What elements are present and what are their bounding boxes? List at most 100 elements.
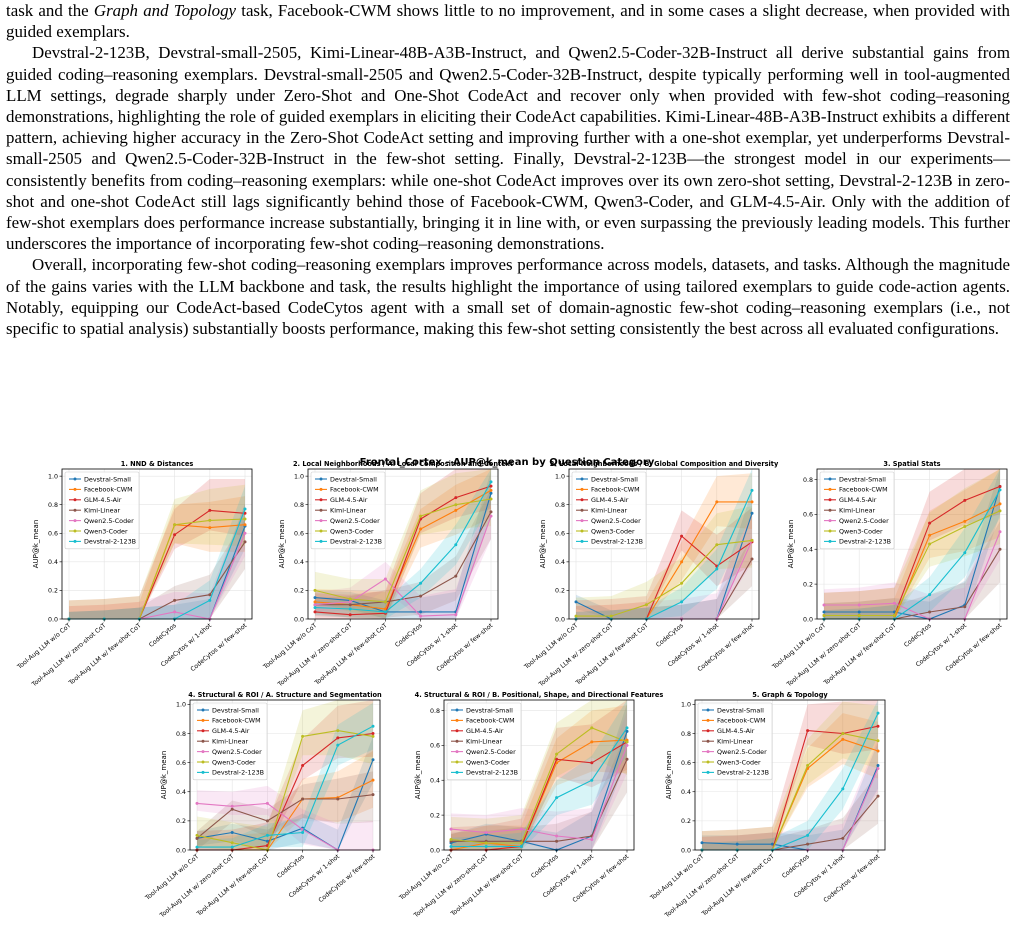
legend-swatch-marker — [455, 708, 459, 712]
data-point — [313, 596, 317, 600]
y-tick-label: 1.0 — [555, 473, 565, 480]
legend-label: Qwen2.5-Coder — [84, 517, 134, 525]
legend-swatch-marker — [201, 739, 205, 743]
legend-label: Facebook-CWM — [591, 486, 640, 494]
confidence-band — [315, 469, 491, 618]
data-point — [750, 511, 754, 515]
data-point — [822, 614, 826, 618]
legend-label: GLM-4.5-Air — [591, 496, 629, 504]
data-point — [735, 842, 739, 846]
data-point — [265, 839, 269, 843]
data-point — [489, 488, 493, 492]
y-tick-label: 0.6 — [176, 760, 186, 767]
data-point — [243, 511, 247, 515]
data-point — [998, 530, 1002, 534]
data-point — [313, 606, 317, 610]
panel-title: 2. Local Neighborhoods / A. Local Compos… — [293, 460, 513, 468]
legend-swatch-marker — [455, 770, 459, 774]
y-tick-label: 0.8 — [681, 731, 691, 738]
data-point — [195, 845, 199, 849]
confidence-band — [451, 700, 627, 850]
y-tick-label: 0.4 — [176, 789, 186, 796]
legend-label: Devstral-Small — [591, 475, 638, 483]
legend-label: Devstral-Small — [84, 475, 131, 483]
data-point — [963, 605, 967, 609]
x-tick-label: Tool-Aug LLM w/ zero-shot CoT — [785, 622, 863, 689]
x-tick-label: CodeCytos w/ few-shot — [571, 853, 630, 904]
data-point — [750, 557, 754, 561]
series-line — [196, 730, 374, 851]
y-tick-label: 1.0 — [176, 702, 186, 709]
data-point — [928, 610, 932, 614]
legend-label: Qwen2.5-Coder — [330, 517, 380, 525]
y-tick-label: 0.2 — [48, 588, 58, 595]
legend-label: Qwen2.5-Coder — [591, 517, 641, 525]
chart-panel-graph-topology: 5. Graph & Topology 0.0 0.2 0.4 0.6 0.8 1.0 AUP… — [649, 691, 886, 920]
confidence-band — [702, 772, 878, 850]
legend-swatch-marker — [580, 539, 584, 543]
legend-swatch-marker — [455, 729, 459, 733]
data-point — [419, 610, 423, 614]
data-point — [419, 581, 423, 585]
panel-title: 1. NND & Distances — [121, 460, 194, 468]
data-point — [770, 842, 774, 846]
legend-label: Devstral-2-123B — [212, 769, 264, 777]
confidence-band — [702, 713, 878, 850]
data-point — [419, 614, 423, 618]
confidence-band — [451, 703, 627, 850]
data-point — [806, 842, 810, 846]
data-point — [336, 736, 340, 740]
y-tick-label: 0.6 — [803, 512, 813, 519]
legend-swatch-marker — [319, 487, 323, 491]
legend-label: Devstral-2-123B — [839, 538, 891, 546]
data-point — [750, 488, 754, 492]
confidence-band — [197, 700, 373, 850]
panel-title: 4. Structural & ROI / A. Structure and S… — [188, 691, 382, 699]
y-tick-label: 0.6 — [681, 760, 691, 767]
data-point — [806, 833, 810, 837]
legend-label: Facebook-CWM — [717, 717, 766, 725]
series-line — [450, 739, 628, 851]
chart-panel-nnd-distances: 1. NND & Distances 0.0 0.2 0.4 0.6 0.8 1.0 AUP@… — [16, 460, 253, 689]
x-tick-label: Tool-Aug LLM w/ zero-shot CoT — [276, 622, 354, 689]
data-point — [454, 543, 458, 547]
legend-swatch-marker — [580, 487, 584, 491]
data-point — [230, 831, 234, 835]
plot-frame — [816, 468, 1008, 620]
data-point — [625, 757, 629, 761]
data-point — [301, 797, 305, 801]
y-tick-label: 1.0 — [294, 473, 304, 480]
legend-swatch-marker — [706, 760, 710, 764]
data-point — [230, 807, 234, 811]
data-point — [680, 534, 684, 538]
confidence-band — [576, 506, 752, 619]
data-point — [208, 518, 212, 522]
y-tick-label: 0.2 — [294, 588, 304, 595]
x-tick-label: CodeCytos — [276, 853, 306, 880]
data-point — [892, 614, 896, 618]
x-tick-label: Tool-Aug LLM w/ zero-shot CoT — [663, 853, 741, 920]
legend-swatch-marker — [580, 477, 584, 481]
data-point — [383, 577, 387, 581]
data-point — [243, 531, 247, 535]
italic-text: Graph and Topology — [93, 1, 237, 20]
paragraph: Overall, incorporating few-shot coding–r… — [6, 254, 1010, 339]
y-axis-label: AUP@k_mean — [414, 751, 422, 800]
confidence-band — [69, 504, 245, 619]
legend-swatch-marker — [201, 718, 205, 722]
data-point — [857, 610, 861, 614]
x-tick-label: Tool-Aug LLM w/ few-shot CoT — [700, 853, 776, 918]
legend-swatch-marker — [73, 498, 77, 502]
data-point — [301, 734, 305, 738]
data-point — [371, 758, 375, 762]
data-point — [208, 598, 212, 602]
confidence-band — [451, 731, 627, 850]
legend-swatch-marker — [73, 519, 77, 523]
data-point — [857, 614, 861, 618]
series-line — [197, 725, 374, 848]
data-point — [301, 831, 305, 835]
confidence-band — [702, 701, 878, 850]
legend: Devstral-Small Facebook-CWM GLM-4.5-Air Kim… — [310, 471, 386, 550]
legend-label: Qwen3-Coder — [212, 758, 256, 766]
legend-swatch-marker — [319, 498, 323, 502]
